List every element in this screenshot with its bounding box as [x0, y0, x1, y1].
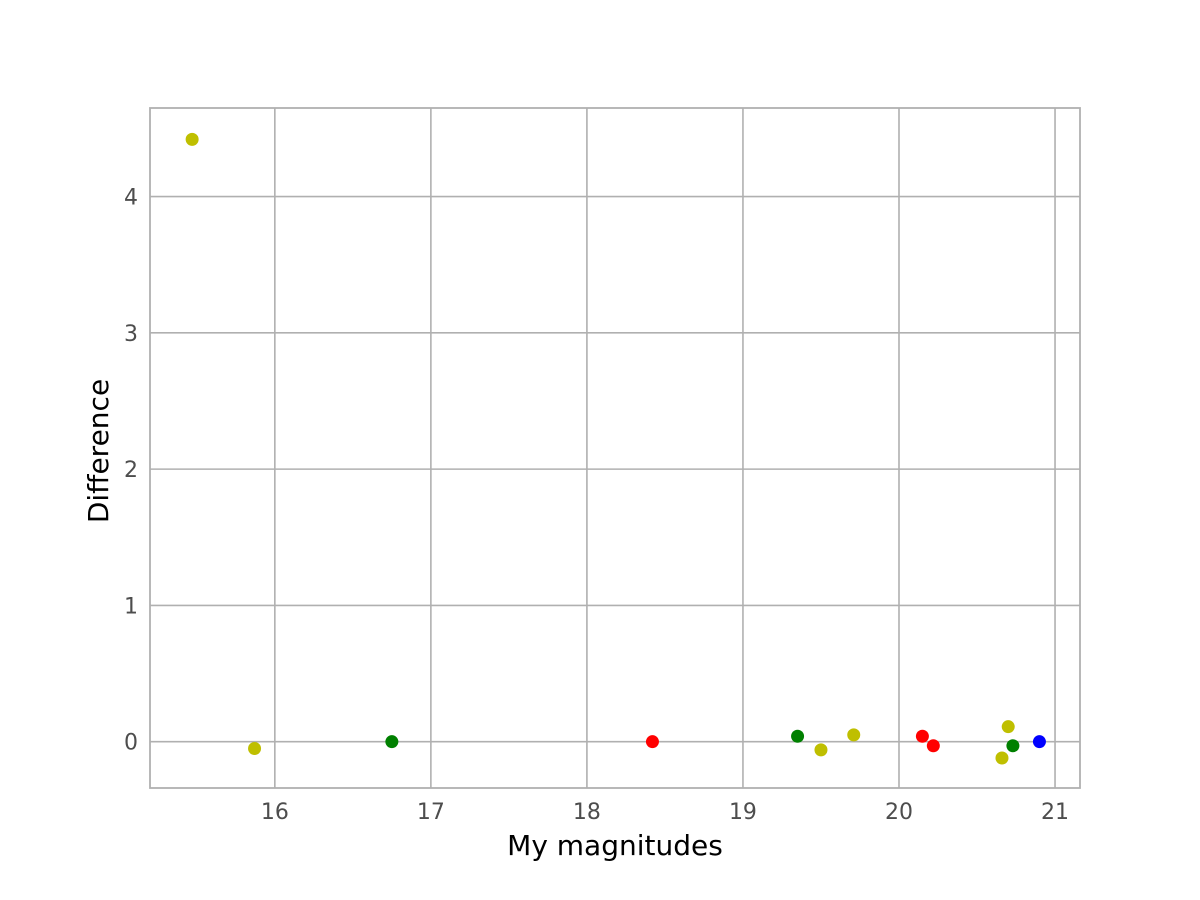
x-tick-label: 18 [573, 800, 601, 825]
y-tick-label: 3 [124, 322, 138, 347]
data-point [791, 729, 805, 743]
data-point [248, 741, 262, 755]
x-axis-ticks: 16 17 18 19 20 21 [261, 800, 1069, 825]
data-point [995, 751, 1009, 765]
y-tick-label: 2 [124, 458, 138, 483]
data-point [185, 132, 199, 146]
y-tick-label: 1 [124, 594, 138, 619]
data-points [185, 132, 1046, 765]
data-point [926, 739, 940, 753]
grid [150, 108, 1080, 788]
data-point [1001, 720, 1015, 734]
data-point [385, 735, 399, 749]
x-tick-label: 17 [417, 800, 445, 825]
y-tick-label: 4 [124, 186, 138, 211]
x-tick-label: 16 [261, 800, 289, 825]
data-point [814, 743, 828, 757]
plot-frame [149, 107, 1081, 789]
data-point [1006, 739, 1020, 753]
y-axis-ticks: 0 1 2 3 4 [124, 186, 138, 756]
data-point [1032, 735, 1046, 749]
data-point [645, 735, 659, 749]
data-point [915, 729, 929, 743]
x-tick-label: 20 [885, 800, 913, 825]
x-axis-label: My magnitudes [507, 829, 723, 862]
data-point [847, 728, 861, 742]
y-tick-label: 0 [124, 731, 138, 756]
x-tick-label: 19 [729, 800, 757, 825]
y-axis-label: Difference [82, 379, 115, 523]
x-tick-label: 21 [1041, 800, 1069, 825]
